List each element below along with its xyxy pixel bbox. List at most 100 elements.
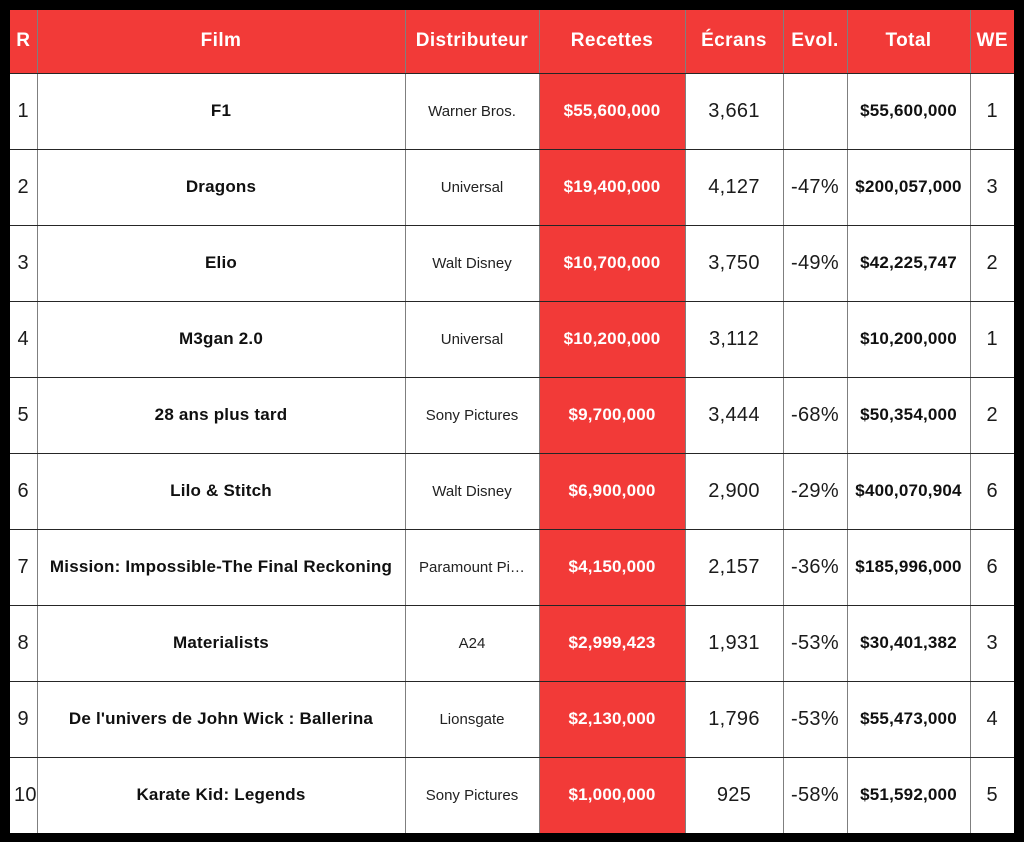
- rank-cell: 5: [10, 376, 38, 454]
- screens-cell: 1,796: [684, 680, 784, 758]
- rank-cell: 3: [10, 224, 38, 302]
- rank-cell: 4: [10, 300, 38, 378]
- table-body: 1 F1 Warner Bros. $55,600,000 3,661 $55,…: [10, 72, 1014, 833]
- rank-cell: 9: [10, 680, 38, 758]
- table-row: 9 De l'univers de John Wick : Ballerina …: [10, 680, 1014, 758]
- table-row: 8 Materialists A24 $2,999,423 1,931 -53%…: [10, 604, 1014, 682]
- film-title-cell: Mission: Impossible-The Final Reckoning: [36, 528, 406, 606]
- rank-cell: 10: [10, 756, 38, 833]
- screens-cell: 3,112: [684, 300, 784, 378]
- weeks-cell: 6: [969, 452, 1014, 530]
- distributor-cell: Lionsgate: [404, 680, 540, 758]
- evolution-cell: [782, 300, 848, 378]
- screens-cell: 3,444: [684, 376, 784, 454]
- screens-cell: 925: [684, 756, 784, 833]
- distributor-cell: Warner Bros.: [404, 72, 540, 150]
- evolution-cell: -53%: [782, 604, 848, 682]
- evolution-cell: -49%: [782, 224, 848, 302]
- weeks-cell: 3: [969, 148, 1014, 226]
- distributor-cell: Universal: [404, 300, 540, 378]
- screens-cell: 2,157: [684, 528, 784, 606]
- table-row: 6 Lilo & Stitch Walt Disney $6,900,000 2…: [10, 452, 1014, 530]
- film-title-cell: 28 ans plus tard: [36, 376, 406, 454]
- table-row: 3 Elio Walt Disney $10,700,000 3,750 -49…: [10, 224, 1014, 302]
- film-title-cell: Elio: [36, 224, 406, 302]
- table-row: 10 Karate Kid: Legends Sony Pictures $1,…: [10, 756, 1014, 833]
- total-cell: $400,070,904: [846, 452, 971, 530]
- weeks-cell: 2: [969, 224, 1014, 302]
- film-title-cell: F1: [36, 72, 406, 150]
- gross-cell: $10,700,000: [538, 224, 686, 302]
- rank-cell: 2: [10, 148, 38, 226]
- gross-cell: $2,130,000: [538, 680, 686, 758]
- distributor-cell: Universal: [404, 148, 540, 226]
- table-row: 2 Dragons Universal $19,400,000 4,127 -4…: [10, 148, 1014, 226]
- table-row: 5 28 ans plus tard Sony Pictures $9,700,…: [10, 376, 1014, 454]
- column-header-rank: R: [10, 10, 38, 74]
- column-header-evolution: Evol.: [782, 10, 848, 74]
- film-title-cell: Materialists: [36, 604, 406, 682]
- distributor-cell: A24: [404, 604, 540, 682]
- screens-cell: 4,127: [684, 148, 784, 226]
- column-header-weeks: WE: [969, 10, 1014, 74]
- weeks-cell: 5: [969, 756, 1014, 833]
- box-office-table: R Film Distributeur Recettes Écrans Evol…: [10, 10, 1014, 833]
- screens-cell: 1,931: [684, 604, 784, 682]
- distributor-cell: Sony Pictures: [404, 756, 540, 833]
- total-cell: $55,600,000: [846, 72, 971, 150]
- column-header-gross: Recettes: [538, 10, 686, 74]
- film-title-cell: Lilo & Stitch: [36, 452, 406, 530]
- weeks-cell: 1: [969, 300, 1014, 378]
- film-title-cell: Karate Kid: Legends: [36, 756, 406, 833]
- screens-cell: 3,750: [684, 224, 784, 302]
- screens-cell: 2,900: [684, 452, 784, 530]
- total-cell: $10,200,000: [846, 300, 971, 378]
- film-title-cell: Dragons: [36, 148, 406, 226]
- column-header-screens: Écrans: [684, 10, 784, 74]
- gross-cell: $19,400,000: [538, 148, 686, 226]
- total-cell: $185,996,000: [846, 528, 971, 606]
- table-header: R Film Distributeur Recettes Écrans Evol…: [10, 10, 1014, 74]
- gross-cell: $9,700,000: [538, 376, 686, 454]
- rank-cell: 6: [10, 452, 38, 530]
- screens-cell: 3,661: [684, 72, 784, 150]
- weeks-cell: 3: [969, 604, 1014, 682]
- evolution-cell: -47%: [782, 148, 848, 226]
- total-cell: $42,225,747: [846, 224, 971, 302]
- film-title-cell: M3gan 2.0: [36, 300, 406, 378]
- table-row: 4 M3gan 2.0 Universal $10,200,000 3,112 …: [10, 300, 1014, 378]
- gross-cell: $55,600,000: [538, 72, 686, 150]
- distributor-cell: Walt Disney: [404, 224, 540, 302]
- evolution-cell: -68%: [782, 376, 848, 454]
- table-row: 7 Mission: Impossible-The Final Reckonin…: [10, 528, 1014, 606]
- gross-cell: $6,900,000: [538, 452, 686, 530]
- rank-cell: 7: [10, 528, 38, 606]
- gross-cell: $1,000,000: [538, 756, 686, 833]
- column-header-distributor: Distributeur: [404, 10, 540, 74]
- evolution-cell: -29%: [782, 452, 848, 530]
- rank-cell: 1: [10, 72, 38, 150]
- rank-cell: 8: [10, 604, 38, 682]
- total-cell: $30,401,382: [846, 604, 971, 682]
- table-row: 1 F1 Warner Bros. $55,600,000 3,661 $55,…: [10, 72, 1014, 150]
- distributor-cell: Paramount Pi…: [404, 528, 540, 606]
- evolution-cell: -58%: [782, 756, 848, 833]
- total-cell: $55,473,000: [846, 680, 971, 758]
- distributor-cell: Sony Pictures: [404, 376, 540, 454]
- distributor-cell: Walt Disney: [404, 452, 540, 530]
- gross-cell: $4,150,000: [538, 528, 686, 606]
- total-cell: $51,592,000: [846, 756, 971, 833]
- evolution-cell: -36%: [782, 528, 848, 606]
- film-title-cell: De l'univers de John Wick : Ballerina: [36, 680, 406, 758]
- evolution-cell: -53%: [782, 680, 848, 758]
- weeks-cell: 4: [969, 680, 1014, 758]
- weeks-cell: 2: [969, 376, 1014, 454]
- header-row: R Film Distributeur Recettes Écrans Evol…: [10, 10, 1014, 74]
- gross-cell: $10,200,000: [538, 300, 686, 378]
- gross-cell: $2,999,423: [538, 604, 686, 682]
- weeks-cell: 6: [969, 528, 1014, 606]
- evolution-cell: [782, 72, 848, 150]
- total-cell: $50,354,000: [846, 376, 971, 454]
- total-cell: $200,057,000: [846, 148, 971, 226]
